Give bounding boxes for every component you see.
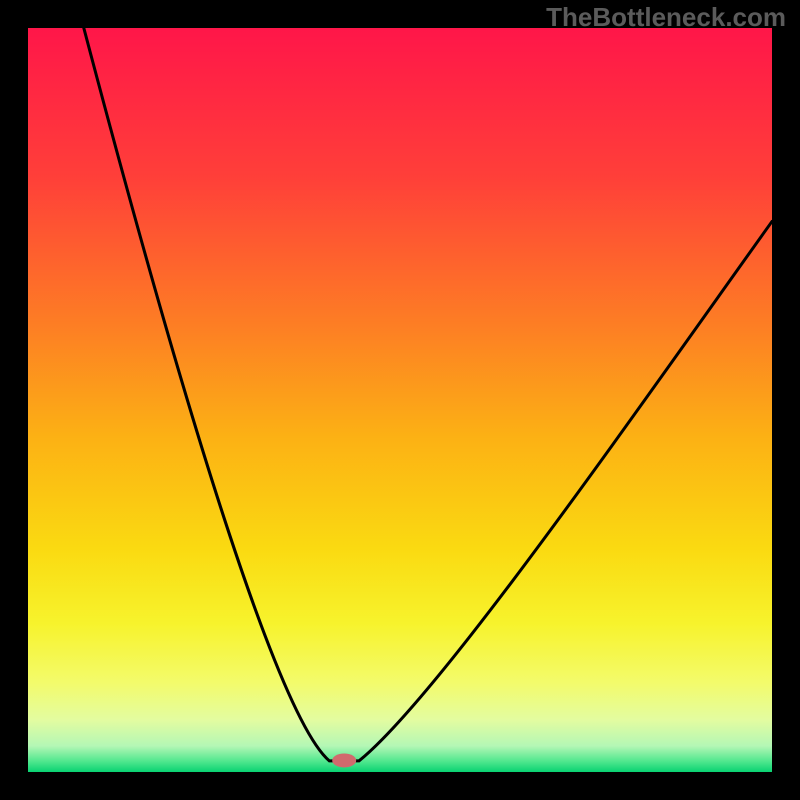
bottleneck-chart (0, 0, 800, 800)
gradient-background (28, 28, 772, 772)
optimal-marker (332, 753, 356, 767)
chart-stage: TheBottleneck.com (0, 0, 800, 800)
